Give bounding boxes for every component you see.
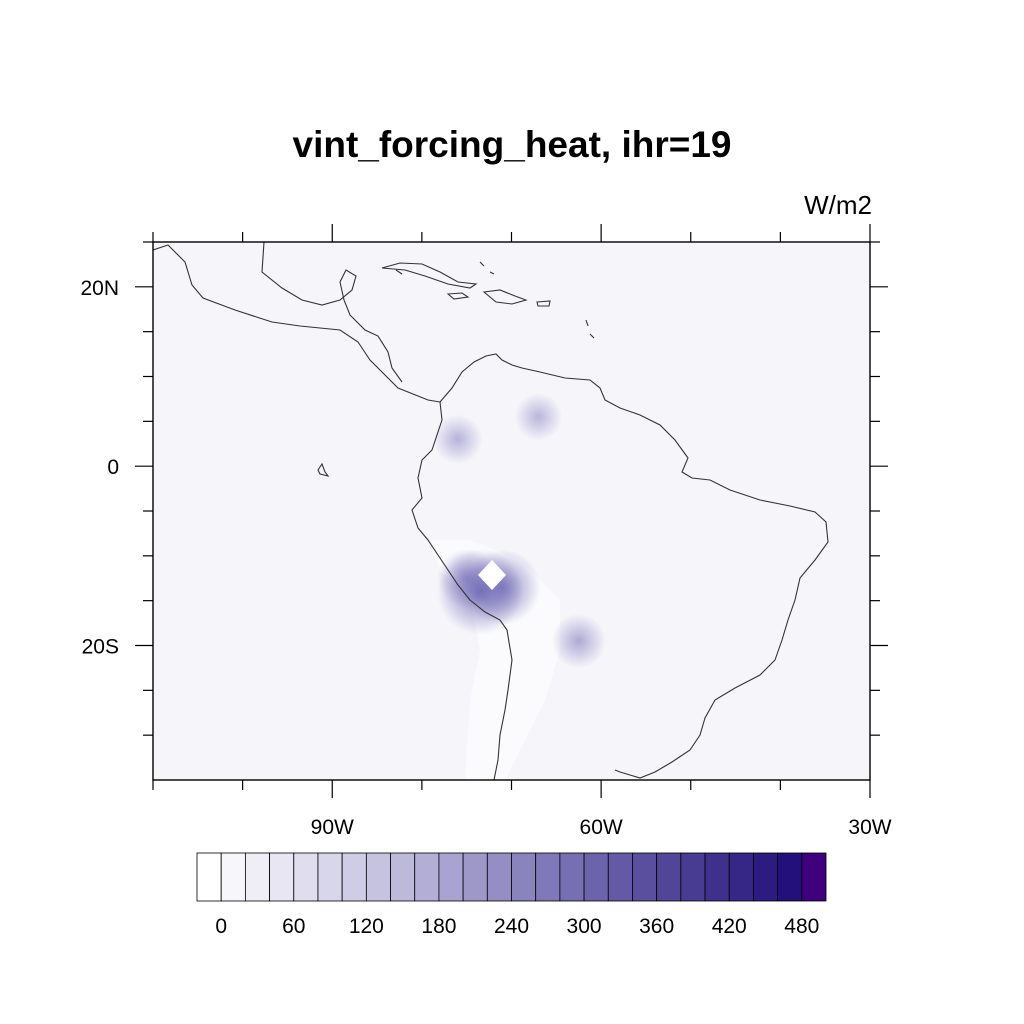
colorbar-swatch <box>583 852 609 902</box>
coastline-cuba <box>381 262 478 289</box>
map-title: vint_forcing_heat, ihr=19 <box>292 124 732 165</box>
colorbar-swatch <box>680 852 706 902</box>
colorbar-swatch <box>244 852 270 902</box>
coastline-galapagos <box>317 462 330 477</box>
heating-feature-3 <box>433 414 483 464</box>
colorbar-swatch <box>704 852 730 902</box>
colorbar-label: 360 <box>639 915 674 938</box>
heating-features <box>433 393 606 669</box>
colorbar-swatch <box>753 852 779 902</box>
coastline-central-america <box>153 244 441 403</box>
colorbar-label: 120 <box>349 915 384 938</box>
colorbar-swatch <box>777 852 803 902</box>
coastline-bahamas <box>395 261 495 275</box>
colorbar-swatch <box>317 852 343 902</box>
coastline-jamaica <box>446 292 470 300</box>
colorbar-swatch <box>486 852 512 902</box>
coastline-west-south-america <box>411 401 513 780</box>
heating-feature-5 <box>551 613 606 669</box>
colorbar-swatch <box>535 852 561 902</box>
coastline-hispaniola <box>482 289 528 305</box>
coastline-puerto-rico <box>536 300 551 307</box>
colorbar-label: 60 <box>282 915 305 938</box>
colorbar-swatch <box>607 852 633 902</box>
coastline-yucatan <box>261 242 403 383</box>
lon-tick-label: 90W <box>311 816 354 839</box>
colorbar-swatch <box>390 852 416 902</box>
colorbar-swatch <box>656 852 682 902</box>
lat-tick-label: 20N <box>80 277 119 300</box>
coastline-lesser-antilles <box>585 319 595 339</box>
coastline-south-america <box>439 353 829 779</box>
heating-feature-4 <box>514 393 563 441</box>
colorbar-label: 180 <box>421 915 456 938</box>
colorbar-label: 0 <box>215 915 227 938</box>
peru-white-core <box>478 560 506 590</box>
heating-feature-2 <box>464 549 541 626</box>
colorbar-swatch <box>801 852 827 902</box>
colorbar-swatch <box>511 852 537 902</box>
colorbar: 0 60 120 180 240 300 360 420 480 <box>196 852 827 938</box>
colorbar-swatch <box>341 852 367 902</box>
lat-tick-label: 0 <box>107 456 119 479</box>
lon-tick-label: 30W <box>848 816 891 839</box>
colorbar-swatch <box>293 852 319 902</box>
colorbar-swatch <box>365 852 391 902</box>
colorbar-label: 420 <box>712 915 747 938</box>
colorbar-swatch <box>438 852 464 902</box>
colorbar-swatch <box>196 852 222 902</box>
colorbar-swatch <box>220 852 246 902</box>
colorbar-label: 240 <box>494 915 529 938</box>
colorbar-swatch <box>269 852 295 902</box>
units-label: W/m2 <box>804 190 872 220</box>
colorbar-swatch <box>462 852 488 902</box>
colorbar-label: 300 <box>567 915 602 938</box>
colorbar-swatch <box>414 852 440 902</box>
lat-tick-label: 20S <box>82 636 119 659</box>
colorbar-swatch <box>632 852 658 902</box>
lon-tick-label: 60W <box>580 816 623 839</box>
colorbar-swatch <box>728 852 754 902</box>
colorbar-swatch <box>559 852 585 902</box>
colorbar-label: 480 <box>784 915 819 938</box>
coastlines <box>153 242 829 780</box>
map-axes: 90W 60W 30W 20N 0 20S <box>80 224 892 839</box>
